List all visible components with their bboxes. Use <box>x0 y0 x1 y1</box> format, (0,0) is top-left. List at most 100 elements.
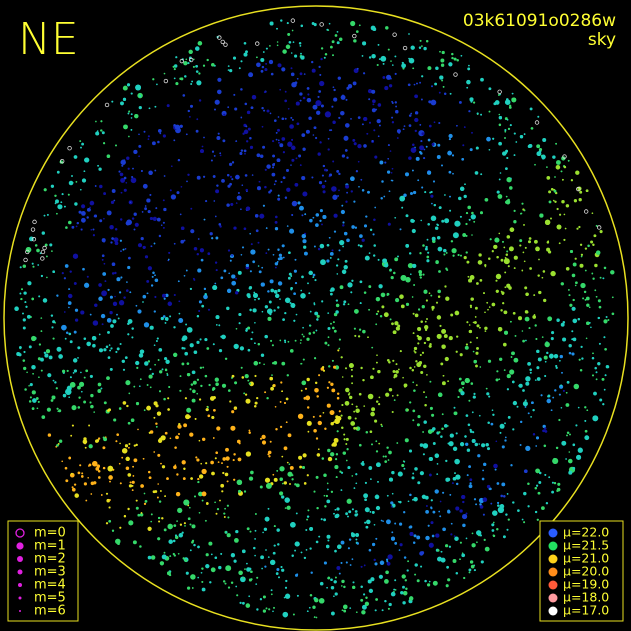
star <box>287 107 290 110</box>
star <box>442 86 445 88</box>
star <box>189 287 192 290</box>
star <box>225 447 229 452</box>
star <box>110 324 114 328</box>
star <box>174 446 177 449</box>
star <box>222 139 226 143</box>
star <box>38 376 40 379</box>
star <box>289 228 295 234</box>
star <box>469 275 475 280</box>
magnitude-label: m=5 <box>34 591 66 606</box>
star <box>34 244 38 247</box>
star <box>448 133 453 139</box>
star <box>326 403 331 408</box>
star <box>483 538 486 542</box>
star <box>195 456 198 459</box>
star <box>536 518 539 521</box>
star <box>215 215 217 218</box>
star <box>355 611 358 614</box>
star <box>572 337 577 342</box>
star <box>414 573 417 576</box>
star <box>154 105 157 108</box>
star <box>173 524 177 527</box>
star <box>316 314 320 318</box>
star <box>591 356 595 360</box>
star <box>283 446 288 451</box>
star <box>291 200 298 207</box>
star <box>523 260 526 263</box>
star <box>469 478 473 482</box>
star <box>346 86 350 90</box>
bright-star <box>217 35 222 40</box>
star <box>80 228 83 231</box>
star <box>423 148 426 151</box>
star <box>221 110 227 116</box>
star <box>185 323 187 326</box>
star <box>107 409 110 412</box>
star <box>470 214 476 220</box>
star <box>399 195 406 202</box>
star <box>472 321 475 324</box>
star <box>363 116 368 122</box>
star <box>575 424 578 427</box>
star <box>58 439 63 443</box>
star <box>506 235 511 239</box>
star <box>201 145 204 148</box>
star <box>333 365 337 369</box>
star <box>132 465 134 468</box>
star <box>265 252 268 254</box>
star <box>611 312 615 316</box>
star <box>559 354 563 359</box>
star <box>273 544 276 547</box>
star <box>438 270 441 273</box>
star <box>103 437 107 442</box>
star <box>270 72 274 76</box>
star <box>507 416 511 419</box>
star <box>71 487 76 492</box>
star <box>493 463 498 469</box>
star <box>519 135 524 139</box>
star <box>338 172 341 176</box>
star <box>319 581 324 586</box>
star <box>550 337 554 341</box>
star <box>219 154 222 157</box>
star <box>165 368 167 371</box>
star <box>350 421 356 426</box>
star <box>294 258 297 261</box>
star <box>347 466 351 470</box>
star <box>125 380 131 386</box>
star <box>579 243 583 246</box>
star <box>167 397 170 400</box>
star <box>496 370 499 373</box>
star <box>428 124 432 128</box>
star <box>542 429 545 433</box>
star <box>504 99 511 105</box>
star <box>337 349 340 352</box>
star <box>93 481 97 485</box>
star <box>524 405 527 408</box>
star <box>128 135 130 138</box>
star <box>424 247 428 251</box>
star <box>374 609 377 612</box>
star <box>387 459 390 461</box>
star <box>319 209 323 213</box>
star <box>97 382 102 387</box>
star <box>146 279 150 283</box>
star <box>270 288 274 293</box>
star <box>466 474 469 477</box>
star <box>123 176 127 180</box>
star <box>264 391 267 394</box>
star <box>181 362 185 366</box>
star <box>201 499 204 502</box>
star <box>424 404 427 407</box>
star <box>387 144 390 147</box>
star <box>320 259 326 266</box>
star <box>381 425 383 428</box>
star <box>245 50 248 54</box>
star <box>326 243 330 247</box>
star <box>568 451 571 453</box>
star <box>420 98 423 101</box>
star <box>208 541 213 546</box>
star <box>127 112 130 115</box>
star <box>102 240 106 243</box>
star <box>572 262 577 267</box>
